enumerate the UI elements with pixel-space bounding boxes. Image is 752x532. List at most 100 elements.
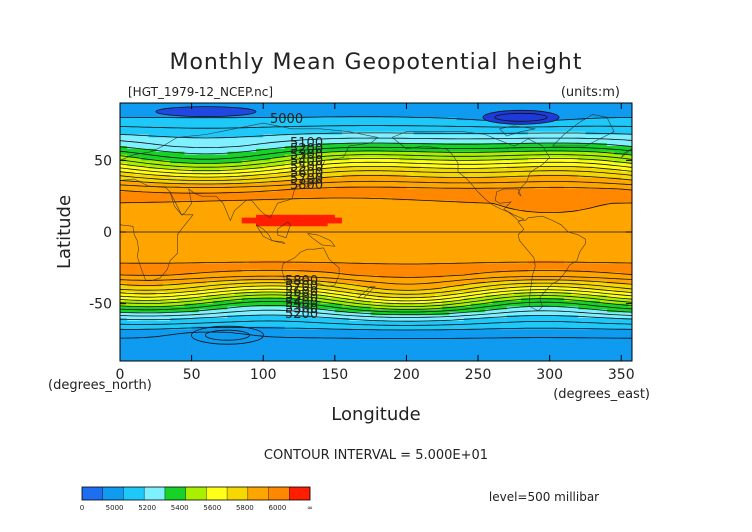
band-cell xyxy=(277,295,286,299)
band-cell xyxy=(141,220,150,224)
band-cell xyxy=(370,237,379,242)
band-cell xyxy=(327,246,336,250)
band-cell xyxy=(155,280,164,285)
band-cell xyxy=(370,206,379,210)
band-cell xyxy=(327,234,336,239)
band-cell xyxy=(191,160,200,164)
band-cell xyxy=(384,260,393,265)
band-cell xyxy=(334,211,343,216)
band-cell xyxy=(542,211,551,216)
band-cell xyxy=(241,131,250,136)
band-cell xyxy=(406,223,415,227)
band-cell xyxy=(449,229,458,233)
band-cell xyxy=(578,249,587,253)
band-cell xyxy=(578,232,587,236)
band-cell xyxy=(435,103,443,107)
band-cell xyxy=(384,148,393,153)
band-cell xyxy=(614,200,622,204)
band-cell xyxy=(270,183,279,187)
band-cell xyxy=(449,214,458,219)
band-cell xyxy=(578,120,587,124)
band-cell xyxy=(213,295,221,299)
band-cell xyxy=(556,272,565,276)
band-cell xyxy=(478,229,486,233)
band-cell xyxy=(198,174,207,179)
band-cell xyxy=(349,252,357,256)
band-cell xyxy=(334,163,343,167)
band-cell xyxy=(506,232,515,236)
band-cell xyxy=(392,123,400,127)
band-cell xyxy=(270,223,279,227)
band-cell xyxy=(384,180,393,184)
band-cell xyxy=(341,177,350,181)
band-cell xyxy=(406,295,415,299)
band-cell xyxy=(377,263,386,267)
band-cell xyxy=(148,168,157,173)
band-cell xyxy=(234,171,243,176)
band-cell xyxy=(356,297,365,302)
band-cell xyxy=(134,174,143,179)
band-cell xyxy=(628,189,632,193)
band-cell xyxy=(528,134,536,138)
band-cell xyxy=(449,297,458,302)
band-cell xyxy=(463,189,472,193)
band-cell xyxy=(377,123,386,127)
band-cell xyxy=(513,237,522,242)
band-cell xyxy=(427,220,436,224)
band-cell xyxy=(306,295,314,299)
band-cell xyxy=(420,220,429,224)
band-cell xyxy=(427,157,436,161)
band-cell xyxy=(535,206,544,210)
band-cell xyxy=(463,180,472,184)
band-cell xyxy=(320,191,329,196)
band-cell xyxy=(413,229,422,233)
band-cell xyxy=(420,143,429,147)
band-cell xyxy=(306,134,314,138)
band-cell xyxy=(306,254,314,259)
band-cell xyxy=(492,206,501,210)
band-cell xyxy=(392,125,400,130)
band-cell xyxy=(234,292,243,296)
band-cell xyxy=(320,214,329,219)
band-cell xyxy=(234,148,243,153)
band-cell xyxy=(621,280,630,285)
band-cell xyxy=(198,166,207,170)
band-cell xyxy=(148,197,157,202)
band-cell xyxy=(556,137,565,141)
band-cell xyxy=(427,151,436,156)
band-cell xyxy=(270,120,279,124)
band-cell xyxy=(427,183,436,187)
band-cell xyxy=(234,154,243,159)
band-cell xyxy=(299,189,307,193)
band-cell xyxy=(141,252,150,256)
band-cell xyxy=(599,166,608,170)
band-cell xyxy=(535,260,544,265)
band-cell xyxy=(413,103,422,107)
band-cell xyxy=(155,160,164,164)
band-cell xyxy=(628,137,632,141)
band-cell xyxy=(406,151,415,156)
band-cell xyxy=(370,240,379,245)
band-cell xyxy=(327,220,336,224)
band-cell xyxy=(549,217,558,222)
band-cell xyxy=(198,292,207,296)
band-cell xyxy=(621,183,630,187)
band-cell xyxy=(162,186,171,190)
band-cell xyxy=(277,143,286,147)
band-cell xyxy=(234,200,243,204)
band-cell xyxy=(592,125,601,130)
band-cell xyxy=(506,263,515,267)
band-cell xyxy=(155,289,164,293)
band-cell xyxy=(127,137,135,141)
band-cell xyxy=(470,180,479,184)
band-cell xyxy=(463,217,472,222)
band-cell xyxy=(184,189,193,193)
band-cell xyxy=(406,260,415,265)
band-cell xyxy=(578,154,587,159)
band-cell xyxy=(399,252,408,256)
band-cell xyxy=(370,260,379,265)
band-cell xyxy=(470,194,479,199)
band-cell xyxy=(155,151,164,156)
band-cell xyxy=(549,269,558,273)
band-cell xyxy=(578,197,587,202)
